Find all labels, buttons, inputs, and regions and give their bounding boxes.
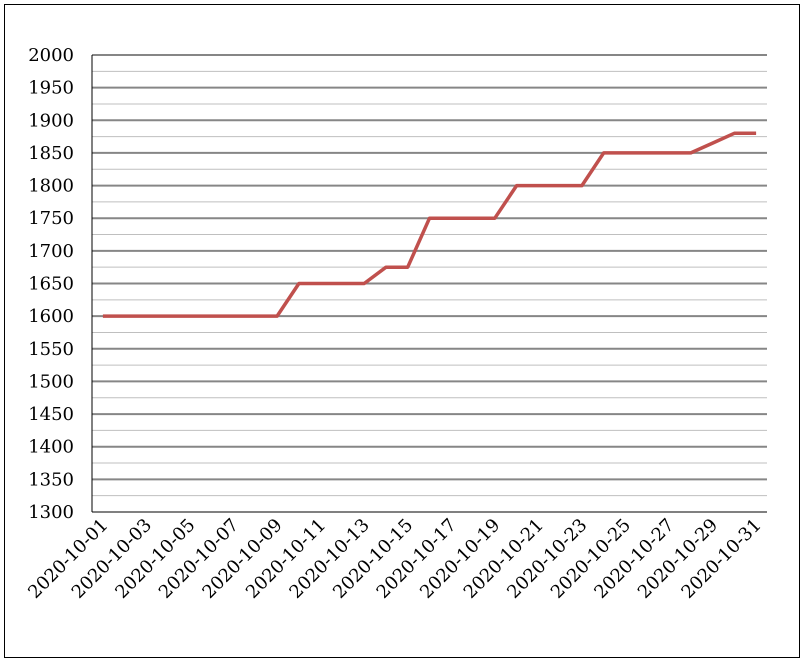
y-tick-label: 1800 [28,176,74,197]
y-tick-label: 1450 [28,404,74,425]
y-tick-label: 1750 [28,208,74,229]
y-tick-label: 1700 [28,241,74,262]
y-tick-label: 1550 [28,339,74,360]
y-tick-label: 1600 [28,306,74,327]
y-tick-label: 1500 [28,371,74,392]
y-tick-label: 1900 [28,110,74,131]
chart-frame [4,4,800,658]
series-line [102,131,757,318]
y-tick-label: 1850 [28,143,74,164]
y-tick-label: 1650 [28,274,74,295]
y-tick-label: 1950 [28,78,74,99]
y-tick-label: 1300 [28,502,74,523]
y-tick-label: 1350 [28,469,74,490]
y-tick-label: 2000 [28,45,74,66]
y-tick-label: 1400 [28,437,74,458]
